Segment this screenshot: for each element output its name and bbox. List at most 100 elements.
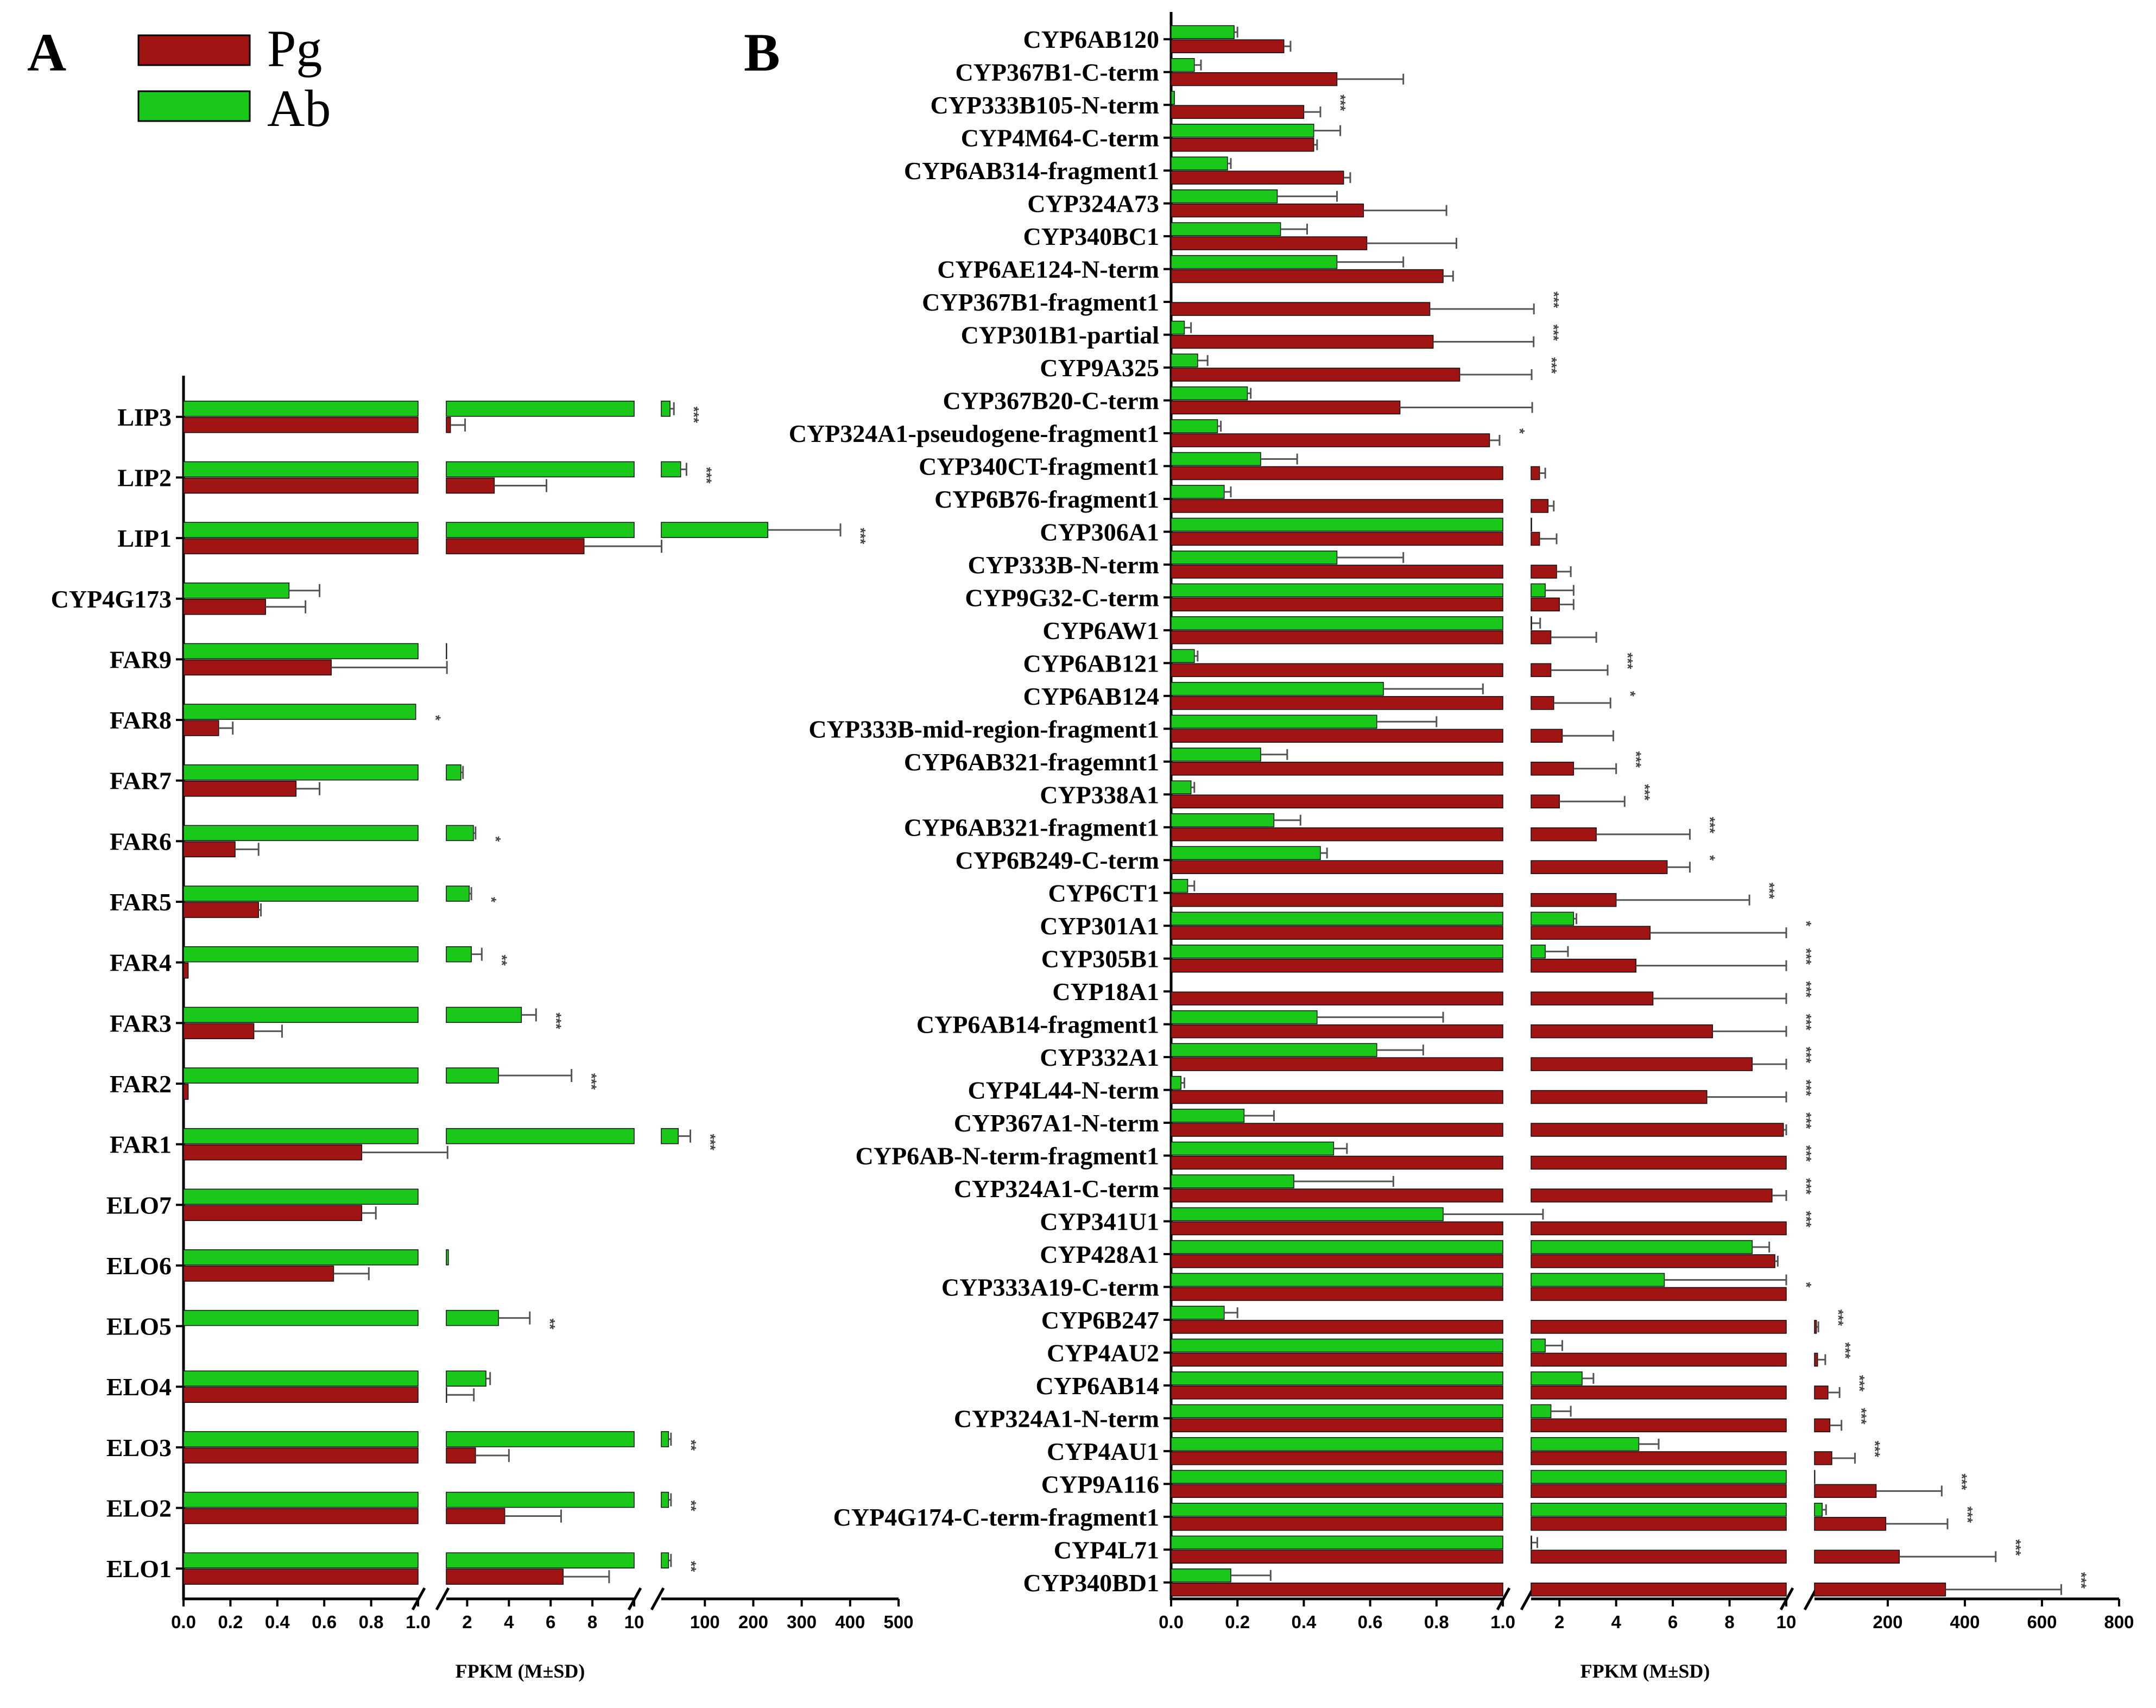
panel-b-category-label-cyp6b249-c-term: CYP6B249-C-term [955, 846, 1159, 874]
panel-a-x-tick-label: 300 [787, 1612, 817, 1632]
panel-b-bar-ab-cyp4l71 [1171, 1535, 1503, 1550]
panel-b-bar-ab-cyp4au1 [1171, 1437, 1503, 1451]
panel-a-category-label-elo3: ELO3 [106, 1434, 172, 1462]
panel-b-bar-pg-cyp9a116 [1814, 1484, 1877, 1498]
panel-b-bar-pg-cyp9g32-c-term [1531, 597, 1560, 612]
panel-b-x-tick-label: 0.2 [1225, 1612, 1250, 1632]
panel-b-bar-ab-cyp333b105-n-term [1171, 91, 1175, 105]
panel-b-bar-pg-cyp306a1 [1531, 532, 1540, 546]
panel-b-significance-cyp301a1: * [1798, 921, 1814, 927]
panel-b-significance-cyp6ab124: * [1622, 691, 1639, 697]
panel-a-bar-ab-far1 [183, 1128, 419, 1144]
panel-b-bar-ab-cyp6ab321-fragment1 [1171, 813, 1275, 827]
panel-b-bar-pg-cyp324a73 [1171, 203, 1364, 218]
panel-b-bar-pg-cyp6ae124-n-term [1171, 269, 1444, 283]
panel-b-significance-cyp4au1: *** [1867, 1441, 1883, 1458]
panel-a-bar-ab-elo6 [183, 1249, 419, 1266]
panel-a-bar-pg-elo1 [183, 1568, 419, 1585]
panel-a-significance-lip1: *** [852, 528, 869, 545]
panel-a-axis-break-mark [435, 1587, 450, 1611]
panel-b-bar-pg-cyp305b1 [1531, 958, 1636, 973]
panel-a-category-label-elo6: ELO6 [106, 1252, 172, 1280]
panel-a-x-tick-label: 4 [504, 1612, 514, 1632]
panel-b-significance-cyp6ab321-fragemnt1: *** [1628, 751, 1645, 768]
panel-a-bar-pg-far3 [183, 1023, 255, 1040]
panel-b-bar-ab-cyp338a1 [1171, 780, 1192, 795]
panel-b-category-label-cyp367a1-n-term: CYP367A1-N-term [954, 1109, 1159, 1137]
panel-b-x-tick-label: 400 [1950, 1612, 1980, 1632]
panel-b-x-tick-label: 800 [2104, 1612, 2134, 1632]
panel-a-x-tick-label: 6 [546, 1612, 555, 1632]
panel-b-bar-pg-cyp4l71 [1814, 1549, 1900, 1564]
panel-b-bar-pg-cyp4g174-c-term-fragment1 [1531, 1517, 1787, 1531]
panel-b-bar-pg-cyp324a1-c-term [1171, 1188, 1503, 1203]
panel-b-x-tick-label: 8 [1724, 1612, 1734, 1632]
panel-b-bar-pg-cyp18a1 [1531, 991, 1654, 1005]
panel-a-bar-pg-elo3 [446, 1447, 476, 1464]
panel-a-x-tick-label: 0.4 [265, 1612, 290, 1632]
panel-b-bar-pg-cyp332a1 [1531, 1057, 1753, 1071]
panel-b-bar-pg-cyp4l71 [1171, 1549, 1503, 1564]
panel-b-x-tick-label: 600 [2027, 1612, 2057, 1632]
panel-b-bar-ab-cyp428a1 [1531, 1240, 1753, 1254]
panel-a-significance-elo3: ** [683, 1440, 699, 1451]
panel-b-bar-pg-cyp4au1 [1814, 1451, 1832, 1465]
panel-b-bar-ab-cyp305b1 [1531, 944, 1546, 959]
panel-a-bar-ab-elo5 [446, 1310, 499, 1326]
panel-b-category-label-cyp4g174-c-term-fragment1: CYP4G174-C-term-fragment1 [833, 1503, 1159, 1531]
panel-b-bar-ab-cyp333a19-c-term [1171, 1273, 1503, 1287]
panel-b-bar-ab-cyp4au1 [1531, 1437, 1640, 1451]
panel-a-bar-pg-elo6 [183, 1266, 334, 1282]
panel-b-bar-pg-cyp338a1 [1171, 794, 1503, 809]
panel-b-bar-ab-cyp428a1 [1171, 1240, 1503, 1254]
panel-b-category-label-cyp6ae124-n-term: CYP6AE124-N-term [937, 256, 1159, 283]
panel-a-bar-ab-far4 [446, 946, 472, 963]
panel-a-bar-pg-lip3 [183, 417, 419, 433]
panel-a-category-label-lip2: LIP2 [117, 464, 172, 491]
panel-b-bar-ab-cyp6aw1 [1171, 616, 1503, 630]
panel-b-significance-cyp6ab-n-term-fragment1: *** [1798, 1145, 1814, 1162]
panel-a-bar-ab-lip1 [446, 522, 635, 538]
panel-b-bar-pg-cyp428a1 [1171, 1254, 1503, 1268]
panel-b-bar-pg-cyp4au2 [1814, 1352, 1818, 1367]
panel-b-bar-pg-cyp340ct-fragment1 [1171, 466, 1503, 480]
panel-a-category-label-elo1: ELO1 [106, 1555, 172, 1583]
panel-b-bar-pg-cyp4l44-n-term [1171, 1090, 1503, 1104]
panel-b-bar-pg-cyp324a1-n-term [1171, 1418, 1503, 1433]
panel-b-bar-pg-cyp324a1-n-term [1531, 1418, 1787, 1433]
panel-b-bar-pg-cyp4l44-n-term [1531, 1090, 1708, 1104]
panel-b-bar-pg-cyp333a19-c-term [1171, 1287, 1503, 1301]
panel-b-bar-ab-cyp4g174-c-term-fragment1 [1814, 1503, 1823, 1517]
panel-b-category-label-cyp6ab321-fragment1: CYP6AB321-fragment1 [904, 814, 1159, 842]
panel-b-significance-cyp332a1: *** [1798, 1047, 1814, 1064]
panel-b-x-tick-label: 0.8 [1424, 1612, 1449, 1632]
panel-b-bar-pg-cyp367b1-fragment1 [1171, 302, 1431, 316]
panel-b-significance-cyp6ab14: *** [1851, 1375, 1868, 1392]
panel-b-bar-ab-cyp6ab14 [1171, 1371, 1503, 1386]
panel-b-category-label-cyp9a116: CYP9A116 [1041, 1470, 1159, 1498]
panel-b-category-label-cyp4l44-n-term: CYP4L44-N-term [968, 1077, 1159, 1104]
panel-b-bar-ab-cyp301a1 [1171, 912, 1503, 926]
panel-b-bar-pg-cyp333b-mid-region-fragment1 [1171, 729, 1503, 743]
panel-b-x-tick-label: 10 [1776, 1612, 1797, 1632]
panel-a-bar-pg-far2 [183, 1084, 189, 1100]
panel-b-bar-ab-cyp305b1 [1171, 944, 1503, 959]
panel-a-bar-ab-elo1 [183, 1552, 419, 1568]
panel-a-bar-pg-far8 [183, 720, 219, 736]
panel-b-significance-cyp6ab121: *** [1620, 653, 1636, 669]
panel-a-bar-ab-lip1 [661, 522, 768, 538]
panel-b-significance-cyp6b249-c-term: * [1702, 855, 1718, 861]
panel-a-category-label-elo2: ELO2 [106, 1495, 172, 1522]
panel-b-bar-pg-cyp340bc1 [1171, 236, 1368, 250]
panel-a-x-tick-label: 500 [883, 1612, 913, 1632]
panel-b-category-label-cyp6ab14: CYP6AB14 [1036, 1372, 1159, 1400]
panel-a-significance-far2: *** [584, 1073, 600, 1090]
panel-b-bar-pg-cyp324a1-pseudogene-fragment1 [1171, 433, 1490, 447]
panel-a-bar-pg-lip2 [446, 477, 495, 494]
panel-b-bar-pg-cyp324a1-n-term [1814, 1418, 1831, 1433]
panel-b-significance-cyp6ct1: *** [1761, 883, 1778, 900]
panel-b-category-label-cyp428a1: CYP428A1 [1040, 1241, 1159, 1268]
panel-b-significance-cyp9a325: *** [1544, 357, 1560, 374]
panel-a-bar-ab-elo2 [183, 1491, 419, 1508]
panel-b-bar-pg-cyp6b249-c-term [1171, 860, 1503, 874]
